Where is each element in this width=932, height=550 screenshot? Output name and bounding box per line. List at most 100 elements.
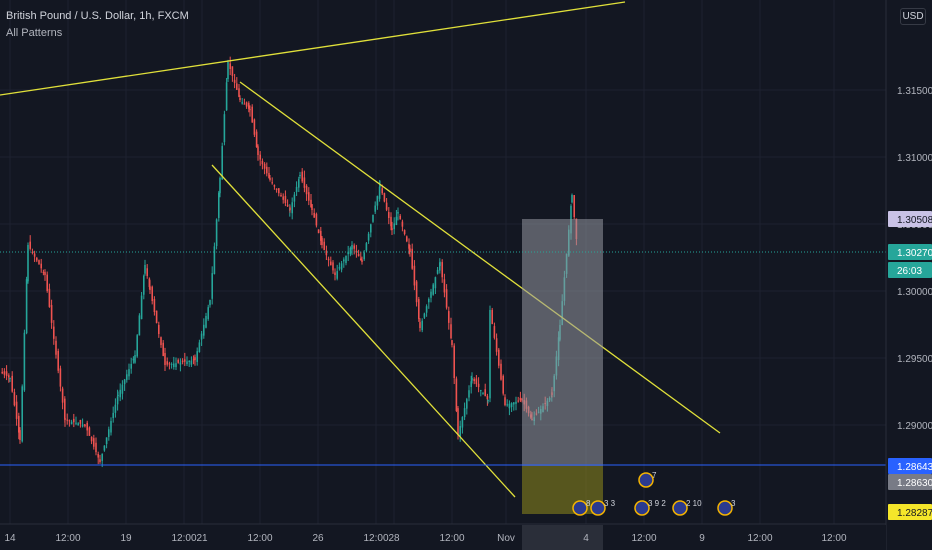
price-marker-label: 1.28287 — [897, 508, 932, 519]
candle-body — [408, 244, 410, 249]
us-flag-icon[interactable] — [717, 500, 733, 516]
candle-body — [317, 229, 320, 234]
candle-body — [177, 359, 179, 363]
indicator-label[interactable]: All Patterns — [6, 27, 63, 39]
us-flag-icon[interactable] — [634, 500, 650, 516]
candle-body — [423, 313, 426, 318]
candle-body — [278, 188, 280, 194]
candle-body — [266, 166, 268, 174]
candle-body — [334, 272, 336, 275]
candle-body — [121, 384, 124, 394]
candle-body — [413, 265, 416, 286]
candle-body — [310, 199, 312, 208]
candle-body — [36, 257, 38, 261]
candle-body — [338, 267, 341, 269]
price-marker-countdown — [888, 262, 932, 278]
candle-body — [301, 171, 303, 182]
candle-body — [138, 315, 141, 336]
candle-body — [308, 192, 310, 201]
candle-body — [97, 454, 99, 458]
uk-flag-icon[interactable] — [638, 472, 654, 488]
price-tick-label: 1.30000 — [897, 287, 932, 298]
candle-body — [299, 175, 301, 176]
candle-body — [470, 381, 472, 388]
time-tick-label: 12:00 — [747, 533, 772, 544]
candle-body — [321, 237, 323, 245]
candle-body — [77, 423, 79, 426]
candle-body — [406, 236, 408, 242]
candle-body — [298, 179, 300, 188]
candle-body — [370, 224, 372, 233]
candle-body — [88, 427, 91, 436]
candle-body — [19, 430, 21, 440]
time-axis[interactable] — [0, 525, 886, 550]
us-flag-icon[interactable] — [572, 500, 588, 516]
time-tick-label: 26 — [312, 533, 324, 544]
candle-body — [418, 299, 420, 319]
price-marker-label: 26:03 — [897, 266, 922, 277]
candle-body — [144, 265, 146, 274]
candle-body — [353, 245, 355, 249]
us-flag-icon[interactable] — [672, 500, 688, 516]
candle-body — [126, 374, 128, 380]
candle-body — [284, 195, 287, 204]
candle-body — [211, 273, 213, 299]
channel-upper-line[interactable] — [239, 81, 721, 434]
candle-body — [487, 400, 489, 402]
channel-lower-line[interactable] — [211, 164, 516, 498]
candle-body — [466, 399, 468, 409]
candle-body — [457, 408, 459, 435]
candle-body — [103, 445, 106, 451]
event-count: 3 — [731, 499, 736, 508]
candle-body — [360, 258, 362, 260]
candle-body — [268, 173, 270, 178]
candle-body — [160, 337, 162, 345]
candle-body — [233, 79, 236, 83]
candle-body — [434, 277, 437, 289]
candle-body — [571, 195, 573, 203]
candle-body — [73, 418, 75, 423]
uk-flag-icon[interactable] — [590, 500, 606, 516]
candle-body — [155, 310, 158, 323]
candle-body — [9, 378, 11, 379]
candle-body — [50, 305, 53, 323]
chart-title: British Pound / U.S. Dollar, 1h, FXCM — [6, 10, 189, 22]
time-tick-label: 12:00 — [171, 533, 196, 544]
candle-body — [25, 279, 28, 334]
position-stop-zone[interactable] — [522, 466, 603, 514]
price-marker-label: 1.28630 — [897, 478, 932, 489]
candle-body — [192, 359, 195, 361]
candle-body — [419, 322, 421, 328]
candle-body — [508, 403, 511, 409]
candle-body — [149, 286, 151, 290]
candle-body — [42, 271, 45, 273]
candle-body — [361, 259, 363, 262]
candle-body — [430, 291, 432, 298]
candle-body — [379, 185, 381, 187]
candle-body — [249, 109, 251, 111]
candle-body — [397, 212, 399, 214]
candle-body — [29, 241, 31, 249]
candle-body — [367, 233, 370, 241]
candle-body — [395, 216, 398, 226]
candle-body — [130, 363, 132, 369]
price-marker-stop — [888, 504, 932, 520]
upper-trendline[interactable] — [0, 1, 626, 96]
candle-body — [239, 97, 241, 100]
candle-body — [95, 442, 97, 453]
candle-body — [325, 250, 328, 256]
candle-body — [336, 271, 338, 279]
candle-body — [311, 204, 313, 210]
candle-body — [510, 403, 513, 408]
candle-body — [381, 188, 383, 194]
candle-body — [376, 196, 379, 206]
candle-body — [114, 404, 117, 413]
candle-body — [225, 82, 228, 111]
candle-body — [286, 204, 289, 207]
currency-button[interactable]: USD — [900, 8, 926, 25]
candle-body — [383, 193, 386, 202]
position-target-zone[interactable] — [522, 219, 603, 466]
candle-body — [46, 274, 48, 291]
candle-body — [390, 216, 392, 227]
